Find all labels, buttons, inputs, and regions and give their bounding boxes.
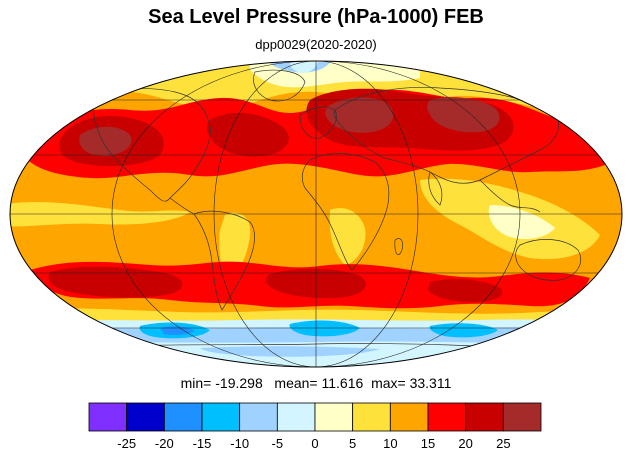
coast-central-america: [169, 197, 195, 215]
colorbar-tick-label: -10: [230, 436, 249, 451]
field-south-peak-pacific: [48, 266, 183, 298]
coast-madagascar: [394, 238, 403, 255]
field-south-peak-indian: [428, 279, 503, 302]
field-north-darkest-siberia: [427, 97, 500, 133]
colorbar-tick-label: 25: [496, 436, 510, 451]
field-antarctica-low: [200, 346, 380, 357]
field-southern-low-2: [289, 320, 360, 337]
colorbar-swatch: [389, 402, 429, 432]
colorbar-swatch: [352, 402, 391, 432]
colorbar-tick-label: -20: [155, 436, 174, 451]
field-indian-pale: [488, 205, 555, 240]
colorbar-swatch: [276, 402, 316, 432]
colorbar-swatch: [314, 402, 354, 432]
field-africa-moderate: [329, 208, 366, 265]
colorbar-swatch: [427, 402, 467, 432]
colorbar-tick-label: 5: [349, 436, 356, 451]
mean-value: 11.616: [321, 375, 364, 391]
colorbar-swatch: [201, 402, 241, 432]
coast-south-america: [193, 210, 255, 311]
max-label: max=: [371, 375, 406, 391]
coast-north-america: [93, 88, 211, 202]
colorbar-swatch: [88, 402, 128, 432]
map-subtitle: dpp0029(2020-2020): [255, 37, 377, 52]
coast-europe: [299, 106, 337, 139]
field-southern-low-strong: [160, 326, 195, 335]
field-north-darkest-pacific: [79, 126, 132, 156]
colorbar-swatch: [126, 402, 165, 432]
coast-australia: [515, 239, 582, 281]
coast-southeast-asia: [479, 179, 541, 213]
colorbar-swatch: [163, 402, 203, 432]
min-label: min=: [180, 375, 212, 391]
map-title: Sea Level Pressure (hPa-1000) FEB: [148, 6, 484, 28]
graticule-meridian-60: [213, 61, 419, 367]
colorbar-swatch: [502, 402, 542, 432]
colorbar-tick-label: -25: [117, 436, 136, 451]
colorbar-tick-label: 20: [458, 436, 472, 451]
coast-greenland: [253, 69, 306, 102]
colorbar-tick-label: 10: [383, 436, 397, 451]
colorbar-swatch: [239, 402, 278, 432]
pressure-field: [10, 61, 622, 367]
globe-outline: [9, 60, 623, 368]
mean-label: mean=: [274, 375, 318, 391]
stats-line: min= -19.298 mean= 11.616 max= 33.311: [0, 375, 632, 391]
colorbar-swatch: [465, 402, 504, 432]
field-north-peak-atlantic: [206, 112, 289, 157]
field-north-darkest-asia: [325, 97, 394, 133]
coast-asia: [333, 87, 560, 184]
colorbar-tick-label: -15: [193, 436, 212, 451]
field-southern-low-3: [429, 323, 498, 338]
coast-africa: [301, 153, 390, 271]
max-value: 33.311: [409, 375, 452, 391]
colorbar-tick-label: -5: [272, 436, 284, 451]
field-greenland-pale: [290, 62, 318, 74]
coast-india: [428, 171, 443, 206]
min-value: -19.298: [215, 375, 263, 391]
colorbar-tick-label: 15: [421, 436, 435, 451]
colorbar-tick-label: 0: [311, 436, 318, 451]
graticule-meridian-120: [111, 61, 521, 367]
